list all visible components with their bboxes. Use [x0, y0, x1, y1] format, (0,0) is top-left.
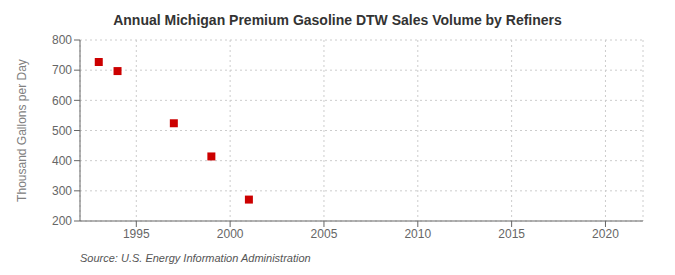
svg-text:500: 500	[52, 124, 72, 138]
svg-text:400: 400	[52, 154, 72, 168]
svg-text:200: 200	[52, 214, 72, 228]
html-text:Source: U.S. Energy Informatio: Source: U.S. Energy Information Administ…	[80, 252, 311, 264]
svg-text:300: 300	[52, 184, 72, 198]
svg-text:2020: 2020	[592, 227, 619, 241]
svg-text:700: 700	[52, 63, 72, 77]
svg-text:2010: 2010	[404, 227, 431, 241]
svg-text:1995: 1995	[123, 227, 150, 241]
svg-text:2015: 2015	[498, 227, 525, 241]
svg-text:600: 600	[52, 94, 72, 108]
svg-text:800: 800	[52, 33, 72, 47]
html-text:Annual Michigan Premium Gasoli: Annual Michigan Premium Gasoline DTW Sal…	[113, 12, 562, 28]
svg-text:2000: 2000	[217, 227, 244, 241]
svg-text:2005: 2005	[311, 227, 338, 241]
svg-text:Thousand Gallons per Day: Thousand Gallons per Day	[15, 59, 29, 202]
